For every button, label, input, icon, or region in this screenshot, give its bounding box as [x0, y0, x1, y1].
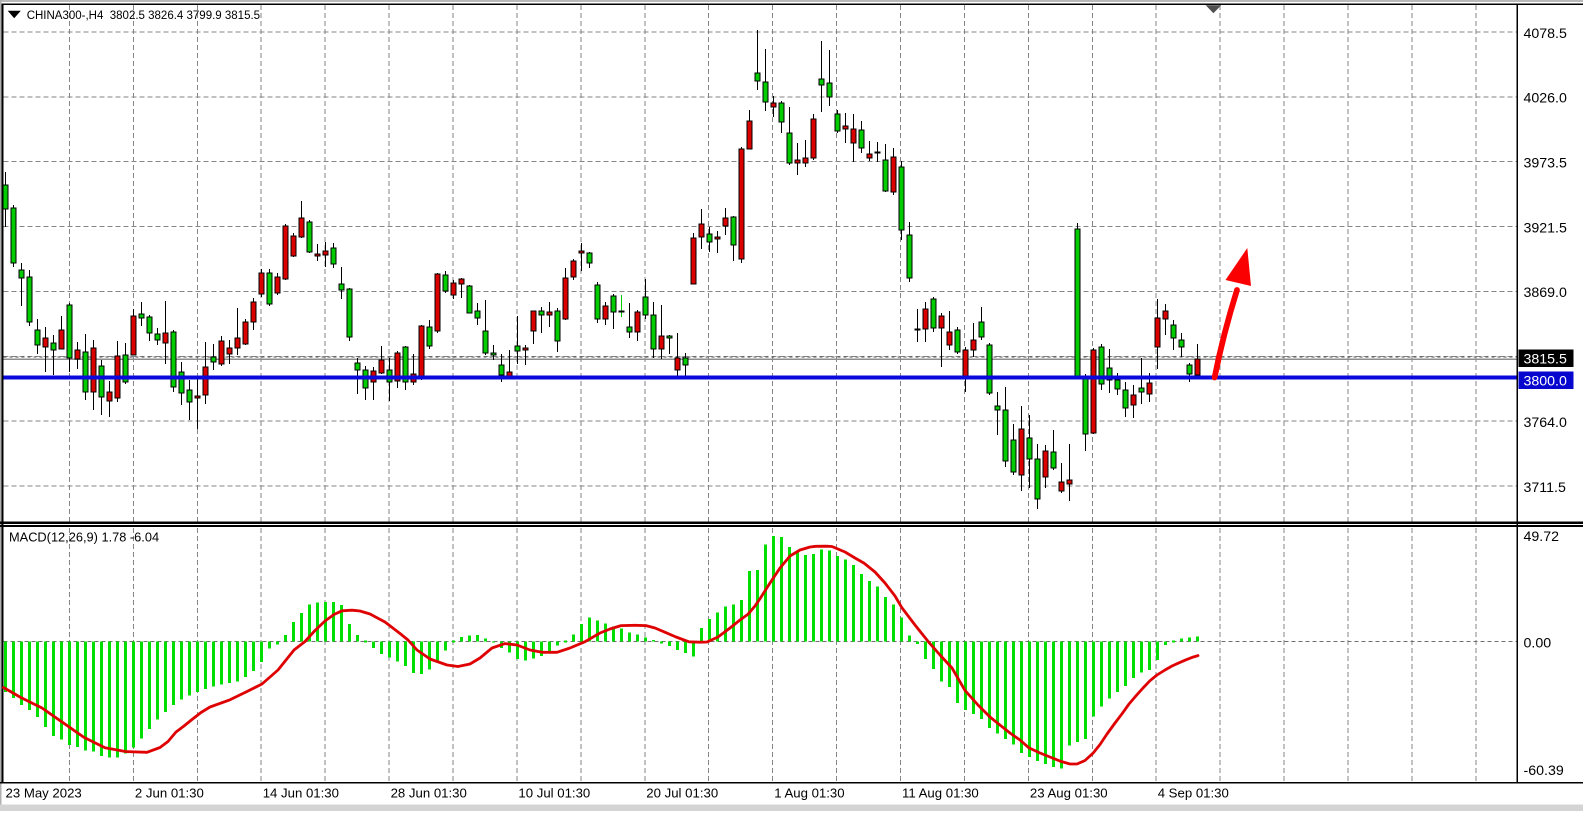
svg-text:0.00: 0.00 [1524, 636, 1552, 652]
svg-text:49.72: 49.72 [1524, 529, 1560, 545]
svg-text:3973.5: 3973.5 [1524, 156, 1568, 172]
svg-text:1 Aug 01:30: 1 Aug 01:30 [774, 785, 844, 800]
svg-text:3815.5: 3815.5 [1524, 351, 1568, 367]
svg-text:2 Jun 01:30: 2 Jun 01:30 [135, 785, 204, 800]
svg-text:23 Aug 01:30: 23 Aug 01:30 [1030, 785, 1108, 800]
svg-text:3764.0: 3764.0 [1524, 415, 1568, 431]
svg-text:10 Jul 01:30: 10 Jul 01:30 [518, 785, 590, 800]
svg-text:3711.5: 3711.5 [1524, 480, 1566, 496]
svg-text:-60.39: -60.39 [1524, 763, 1564, 779]
svg-text:3921.5: 3921.5 [1524, 220, 1568, 236]
svg-text:MACD(12,26,9) 1.78 -6.04: MACD(12,26,9) 1.78 -6.04 [9, 530, 159, 545]
svg-text:CHINA300-,H4 3802.5 3826.4 37: CHINA300-,H4 3802.5 3826.4 3799.9 3815.5 [27, 10, 260, 22]
svg-text:4078.5: 4078.5 [1524, 26, 1568, 42]
svg-text:4026.0: 4026.0 [1524, 91, 1568, 107]
svg-text:14 Jun 01:30: 14 Jun 01:30 [263, 785, 339, 800]
svg-text:23 May 2023: 23 May 2023 [6, 785, 82, 800]
svg-text:3800.0: 3800.0 [1524, 374, 1568, 390]
svg-text:20 Jul 01:30: 20 Jul 01:30 [646, 785, 718, 800]
svg-text:28 Jun 01:30: 28 Jun 01:30 [391, 785, 467, 800]
svg-text:3869.0: 3869.0 [1524, 285, 1568, 301]
svg-text:4 Sep 01:30: 4 Sep 01:30 [1158, 785, 1229, 800]
svg-text:11 Aug 01:30: 11 Aug 01:30 [902, 785, 979, 800]
